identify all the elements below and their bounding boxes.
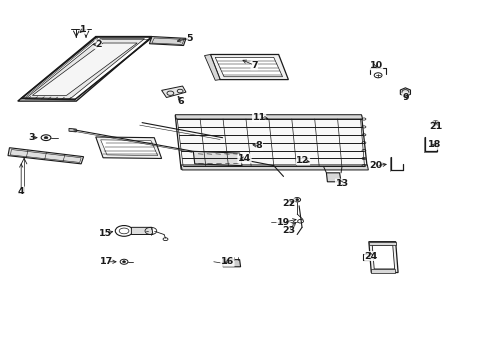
Polygon shape [181,165,367,170]
Text: 15: 15 [99,229,112,238]
Polygon shape [8,148,83,164]
Text: 20: 20 [369,161,382,170]
Ellipse shape [433,122,436,125]
Polygon shape [69,129,76,132]
Text: 12: 12 [296,156,309,165]
Text: 24: 24 [364,252,377,261]
Text: 5: 5 [186,34,193,43]
Text: 19: 19 [276,218,289,227]
Text: 3: 3 [28,133,35,142]
Polygon shape [326,173,340,182]
Polygon shape [25,39,144,99]
Polygon shape [210,54,288,80]
Polygon shape [96,137,161,158]
Polygon shape [193,151,242,166]
Text: 4: 4 [18,187,24,196]
Polygon shape [368,242,397,273]
Polygon shape [222,149,259,155]
Text: 16: 16 [221,257,234,266]
Ellipse shape [295,199,298,201]
Ellipse shape [122,261,125,263]
Polygon shape [18,37,152,101]
Polygon shape [175,115,362,119]
Text: 11: 11 [252,113,265,122]
Polygon shape [131,227,153,234]
Text: 9: 9 [401,93,408,102]
Text: 10: 10 [369,61,382,70]
Polygon shape [161,86,185,98]
Text: 1: 1 [80,25,87,34]
Text: 23: 23 [281,226,294,235]
Text: 6: 6 [178,96,184,105]
Polygon shape [222,260,240,267]
Polygon shape [400,88,409,96]
Text: 21: 21 [428,122,441,131]
Polygon shape [101,140,158,156]
Text: 14: 14 [237,154,251,163]
Ellipse shape [44,136,48,139]
Text: 7: 7 [250,61,257,70]
Text: 13: 13 [335,179,348,188]
Polygon shape [204,54,220,80]
Polygon shape [222,138,292,153]
Text: 2: 2 [95,40,102,49]
Polygon shape [175,116,366,169]
Polygon shape [149,37,185,45]
Polygon shape [371,245,394,269]
Polygon shape [215,57,282,77]
Polygon shape [32,43,137,95]
Text: 8: 8 [255,141,262,150]
Text: 17: 17 [100,257,113,266]
Text: 18: 18 [427,140,441,149]
Polygon shape [368,242,395,245]
Text: 22: 22 [281,199,294,208]
Polygon shape [370,269,394,273]
